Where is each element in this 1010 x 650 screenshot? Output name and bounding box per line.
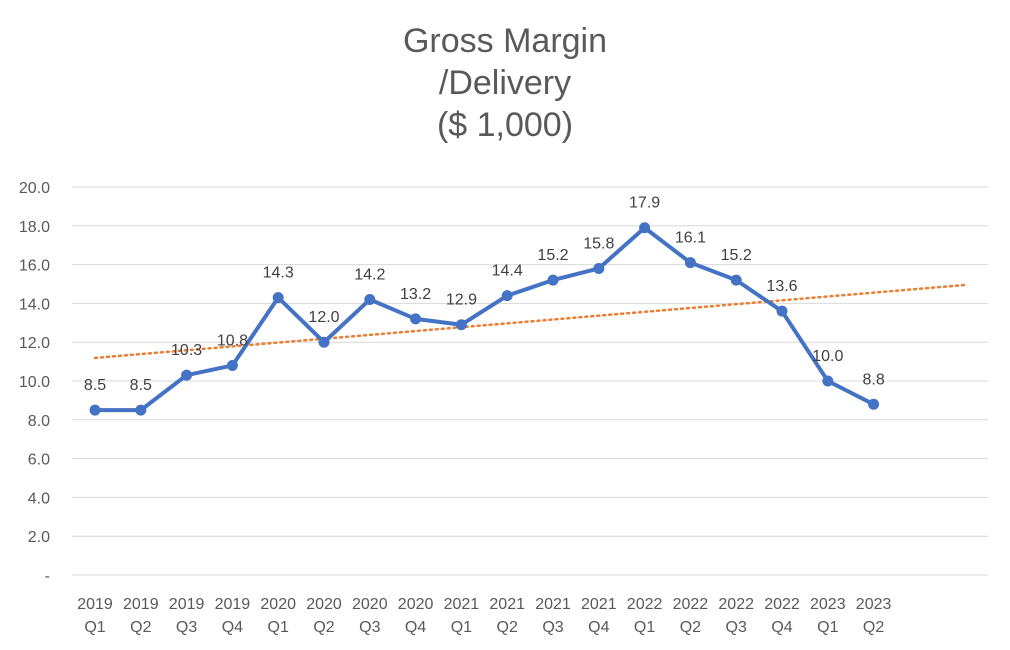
x-tick-label-quarter: Q1	[84, 619, 105, 636]
data-point	[318, 336, 330, 348]
data-point	[272, 292, 284, 304]
x-tick-label-year: 2023	[810, 596, 846, 613]
x-tick-label-quarter: Q4	[405, 619, 426, 636]
data-point	[226, 359, 238, 371]
x-tick-label-year: 2021	[535, 596, 571, 613]
x-tick-label-year: 2022	[764, 596, 800, 613]
y-tick-label: 10.0	[19, 374, 50, 391]
x-tick-label-quarter: Q2	[130, 619, 151, 636]
x-tick-label-year: 2020	[306, 596, 342, 613]
y-tick-label: 20.0	[19, 180, 50, 197]
x-tick-label-year: 2019	[123, 596, 159, 613]
x-tick-label-year: 2022	[627, 596, 663, 613]
data-label: 10.0	[812, 348, 843, 365]
gridlines	[72, 186, 988, 576]
data-labels: 8.5 8.5 10.3 10.8 14.3 12.0 14.2 13.2 12.9 14.4 15…	[84, 195, 885, 394]
x-tick-label-year: 2020	[352, 596, 388, 613]
data-label: 8.5	[130, 377, 152, 394]
x-tick-label-year: 2022	[673, 596, 709, 613]
x-tick-label-quarter: Q3	[176, 619, 197, 636]
data-label: 13.2	[400, 286, 431, 303]
data-point	[730, 274, 742, 286]
y-tick-label: 6.0	[28, 452, 50, 469]
x-tick-label-quarter: Q1	[634, 619, 655, 636]
x-tick-label-quarter: Q3	[726, 619, 747, 636]
data-label: 13.6	[766, 278, 797, 295]
data-label: 8.8	[862, 371, 884, 388]
data-point	[868, 398, 880, 410]
data-label: 10.8	[217, 332, 248, 349]
x-tick-label-year: 2019	[169, 596, 205, 613]
x-tick-label-quarter: Q2	[313, 619, 334, 636]
x-tick-label-quarter: Q3	[359, 619, 380, 636]
y-tick-label: 12.0	[19, 335, 50, 352]
data-point	[364, 294, 376, 306]
data-point	[547, 274, 559, 286]
data-point	[410, 313, 422, 325]
chart-title-line: ($ 1,000)	[436, 106, 574, 144]
data-label: 15.2	[537, 247, 568, 264]
data-label: 14.4	[492, 263, 523, 280]
data-point	[89, 404, 101, 416]
data-label: 14.2	[354, 267, 385, 284]
data-label: 16.1	[675, 230, 706, 247]
data-point	[181, 369, 193, 381]
y-tick-label: 8.0	[28, 413, 50, 430]
data-label: 17.9	[629, 195, 660, 212]
x-tick-label-year: 2023	[856, 596, 892, 613]
x-tick-label-quarter: Q2	[680, 619, 701, 636]
x-tick-label-quarter: Q3	[542, 619, 563, 636]
data-point	[684, 257, 696, 269]
data-label: 15.2	[721, 247, 752, 264]
data-point	[776, 305, 788, 317]
data-label: 12.9	[446, 292, 477, 309]
data-label: 10.3	[171, 342, 202, 359]
x-tick-label-quarter: Q4	[222, 619, 243, 636]
x-tick-label-quarter: Q2	[497, 619, 518, 636]
x-tick-label-quarter: Q1	[817, 619, 838, 636]
x-tick-label-year: 2021	[489, 596, 525, 613]
x-tick-label-quarter: Q2	[863, 619, 884, 636]
x-tick-label-year: 2021	[581, 596, 617, 613]
x-tick-label-year: 2020	[260, 596, 296, 613]
series-line	[95, 225, 875, 413]
y-tick-label: 2.0	[28, 529, 50, 546]
data-label: 12.0	[308, 309, 339, 326]
chart-title: Gross Margin /Delivery ($ 1,000)	[0, 20, 1010, 146]
y-tick-label: 18.0	[19, 219, 50, 236]
chart-title-line: Gross Margin	[402, 22, 608, 60]
x-tick-label-year: 2021	[444, 596, 480, 613]
x-tick-label-quarter: Q4	[588, 619, 609, 636]
data-point	[455, 319, 467, 331]
series-group	[89, 222, 880, 416]
data-point	[822, 375, 834, 387]
x-tick-label-quarter: Q4	[771, 619, 792, 636]
data-point	[501, 290, 513, 302]
data-label: 15.8	[583, 235, 614, 252]
y-tick-label: 4.0	[28, 490, 50, 507]
y-axis-ticks: - 2.0 4.0 6.0 8.0 10.0 12.0 14.0 16.0 18.0 20.0	[19, 180, 50, 585]
x-tick-label-year: 2019	[77, 596, 113, 613]
x-axis-ticks: 2019 Q1 2019 Q2 2019 Q3 2019 Q4 2020 Q1 2020 Q2 2020…	[77, 596, 891, 636]
x-tick-label-year: 2022	[718, 596, 754, 613]
data-label: 14.3	[263, 265, 294, 282]
x-tick-label-year: 2019	[215, 596, 251, 613]
data-label: 8.5	[84, 377, 106, 394]
data-point	[639, 222, 651, 234]
x-tick-label-quarter: Q1	[268, 619, 289, 636]
data-point	[135, 404, 147, 416]
x-tick-label-quarter: Q1	[451, 619, 472, 636]
trendline	[93, 283, 967, 360]
y-tick-label: 16.0	[19, 258, 50, 275]
trendline-group	[93, 283, 967, 360]
chart-title-line: /Delivery	[438, 64, 572, 102]
y-tick-label: -	[45, 568, 50, 585]
x-tick-label-year: 2020	[398, 596, 434, 613]
data-point	[593, 262, 605, 274]
y-tick-label: 14.0	[19, 296, 50, 313]
